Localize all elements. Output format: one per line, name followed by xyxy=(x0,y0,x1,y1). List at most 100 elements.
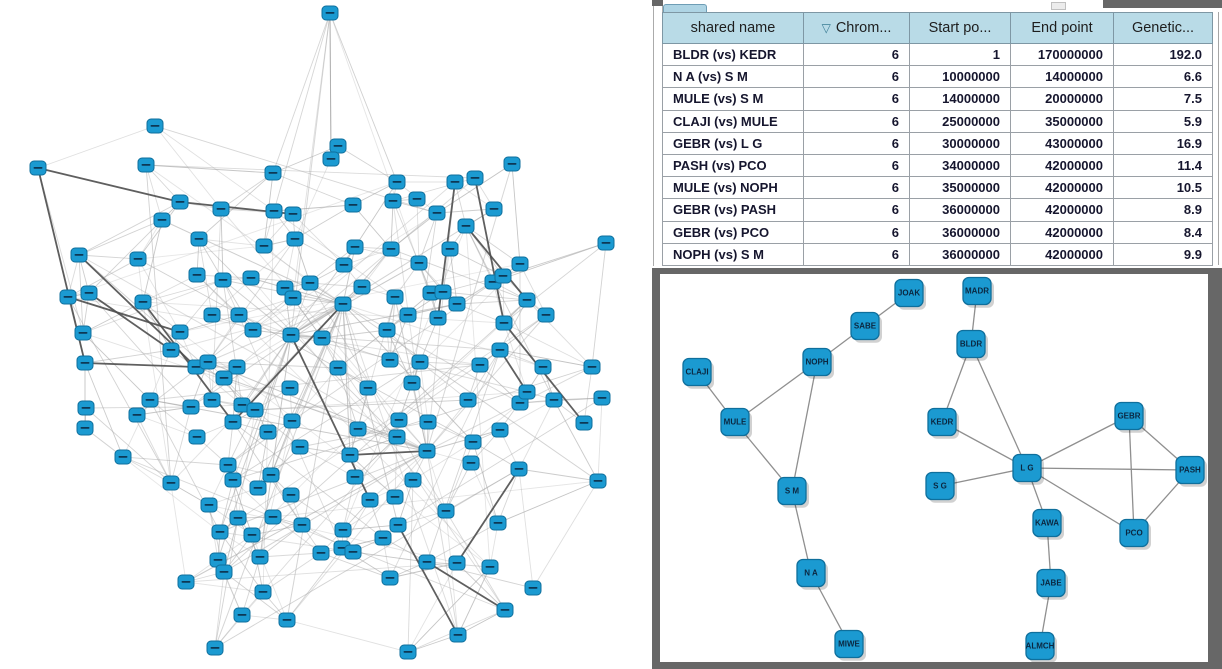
table-cell[interactable]: 20000000 xyxy=(1010,87,1114,111)
network-node[interactable] xyxy=(344,544,362,560)
network-node[interactable] xyxy=(361,492,379,508)
node-shape[interactable] xyxy=(1114,401,1144,431)
network-node[interactable] xyxy=(403,375,421,391)
network-node[interactable] xyxy=(471,357,489,373)
network-node[interactable] xyxy=(462,455,480,471)
network-node[interactable] xyxy=(224,472,242,488)
network-node[interactable] xyxy=(411,354,429,370)
table-row[interactable]: BLDR (vs) KEDR 6 1 170000000 192.0 xyxy=(662,42,1213,67)
network-node[interactable] xyxy=(346,469,364,485)
network-node[interactable] xyxy=(384,193,402,209)
network-node[interactable] xyxy=(286,231,304,247)
table-cell[interactable]: 7.5 xyxy=(1113,87,1213,111)
table-cell[interactable]: 42000000 xyxy=(1010,242,1114,266)
table-cell[interactable]: 16.9 xyxy=(1113,131,1213,155)
table-cell[interactable]: 30000000 xyxy=(909,131,1011,155)
network-node[interactable] xyxy=(322,151,340,167)
network-node[interactable] xyxy=(259,424,277,440)
network-node[interactable] xyxy=(199,354,217,370)
table-cell[interactable]: 36000000 xyxy=(909,220,1011,244)
network-node[interactable] xyxy=(76,355,94,371)
network-node[interactable] xyxy=(518,384,536,400)
network-node[interactable] xyxy=(448,296,466,312)
network-node[interactable] xyxy=(214,272,232,288)
table-cell[interactable]: 8.9 xyxy=(1113,198,1213,222)
network-node[interactable] xyxy=(171,194,189,210)
network-node[interactable] xyxy=(203,392,221,408)
network-node[interactable] xyxy=(254,584,272,600)
network-node[interactable] xyxy=(386,289,404,305)
column-header-2[interactable]: Start po... xyxy=(909,12,1011,44)
node-shape[interactable] xyxy=(720,407,750,437)
network-node[interactable] xyxy=(76,420,94,436)
network-node[interactable] xyxy=(534,359,552,375)
network-node[interactable] xyxy=(153,212,171,228)
table-row[interactable]: N A (vs) S M 6 10000000 14000000 6.6 xyxy=(662,65,1213,89)
table-cell[interactable]: 6 xyxy=(803,65,910,89)
table-cell[interactable]: 25000000 xyxy=(909,109,1011,133)
network-node[interactable] xyxy=(399,644,417,660)
network-node[interactable] xyxy=(215,370,233,386)
network-node[interactable] xyxy=(334,296,352,312)
network-node[interactable] xyxy=(399,307,417,323)
network-node[interactable] xyxy=(390,412,408,428)
network-node[interactable] xyxy=(448,555,466,571)
network-node[interactable] xyxy=(329,360,347,376)
network-node[interactable] xyxy=(335,257,353,273)
node-SABE[interactable]: SABE xyxy=(850,311,882,343)
network-node[interactable] xyxy=(419,414,437,430)
table-cell[interactable]: 1 xyxy=(909,42,1011,67)
node-shape[interactable] xyxy=(927,407,957,437)
network-node[interactable] xyxy=(278,612,296,628)
network-node[interactable] xyxy=(382,241,400,257)
node-shape[interactable] xyxy=(850,311,880,341)
network-node[interactable] xyxy=(264,165,282,181)
network-node[interactable] xyxy=(349,421,367,437)
network-node[interactable] xyxy=(249,480,267,496)
network-node[interactable] xyxy=(162,475,180,491)
node-shape[interactable] xyxy=(1032,508,1062,538)
network-node[interactable] xyxy=(246,402,264,418)
node-shape[interactable] xyxy=(1025,631,1055,661)
node-MADR[interactable]: MADR xyxy=(962,276,994,308)
table-cell[interactable]: 9.9 xyxy=(1113,242,1213,266)
node-ALMCH[interactable]: ALMCH xyxy=(1025,631,1057,663)
scrollbar-fragment[interactable] xyxy=(1051,2,1066,10)
network-node[interactable] xyxy=(129,251,147,267)
network-node[interactable] xyxy=(80,285,98,301)
table-row[interactable]: GEBR (vs) L G 6 30000000 43000000 16.9 xyxy=(662,131,1213,155)
network-node[interactable] xyxy=(200,497,218,513)
column-header-1[interactable]: ▽ Chrom... xyxy=(803,12,910,44)
network-node[interactable] xyxy=(128,407,146,423)
network-node[interactable] xyxy=(293,517,311,533)
network-node[interactable] xyxy=(503,156,521,172)
network-node[interactable] xyxy=(255,238,273,254)
table-cell[interactable]: 6 xyxy=(803,198,910,222)
node-shape[interactable] xyxy=(834,629,864,659)
network-node[interactable] xyxy=(177,574,195,590)
network-node[interactable] xyxy=(281,380,299,396)
network-node[interactable] xyxy=(70,247,88,263)
table-cell[interactable]: 6 xyxy=(803,131,910,155)
network-node[interactable] xyxy=(537,307,555,323)
network-node[interactable] xyxy=(313,330,331,346)
table-cell[interactable]: 14000000 xyxy=(909,87,1011,111)
node-JABE[interactable]: JABE xyxy=(1036,568,1068,600)
table-cell[interactable]: 42000000 xyxy=(1010,153,1114,178)
table-cell[interactable]: 6 xyxy=(803,87,910,111)
table-cell[interactable]: 6 xyxy=(803,153,910,178)
network-node[interactable] xyxy=(212,201,230,217)
network-node[interactable] xyxy=(301,275,319,291)
table-row[interactable]: CLAJI (vs) MULE 6 25000000 35000000 5.9 xyxy=(662,109,1213,133)
table-cell[interactable]: 43000000 xyxy=(1010,131,1114,155)
table-cell[interactable]: 192.0 xyxy=(1113,42,1213,67)
network-node[interactable] xyxy=(434,284,452,300)
table-cell[interactable]: 6 xyxy=(803,176,910,200)
network-node[interactable] xyxy=(466,170,484,186)
network-node[interactable] xyxy=(230,307,248,323)
table-cell[interactable]: PASH (vs) PCO xyxy=(662,153,804,178)
node-CLAJI[interactable]: CLAJI xyxy=(682,357,714,389)
network-node[interactable] xyxy=(374,530,392,546)
table-cell[interactable]: GEBR (vs) L G xyxy=(662,131,804,155)
network-node[interactable] xyxy=(410,255,428,271)
